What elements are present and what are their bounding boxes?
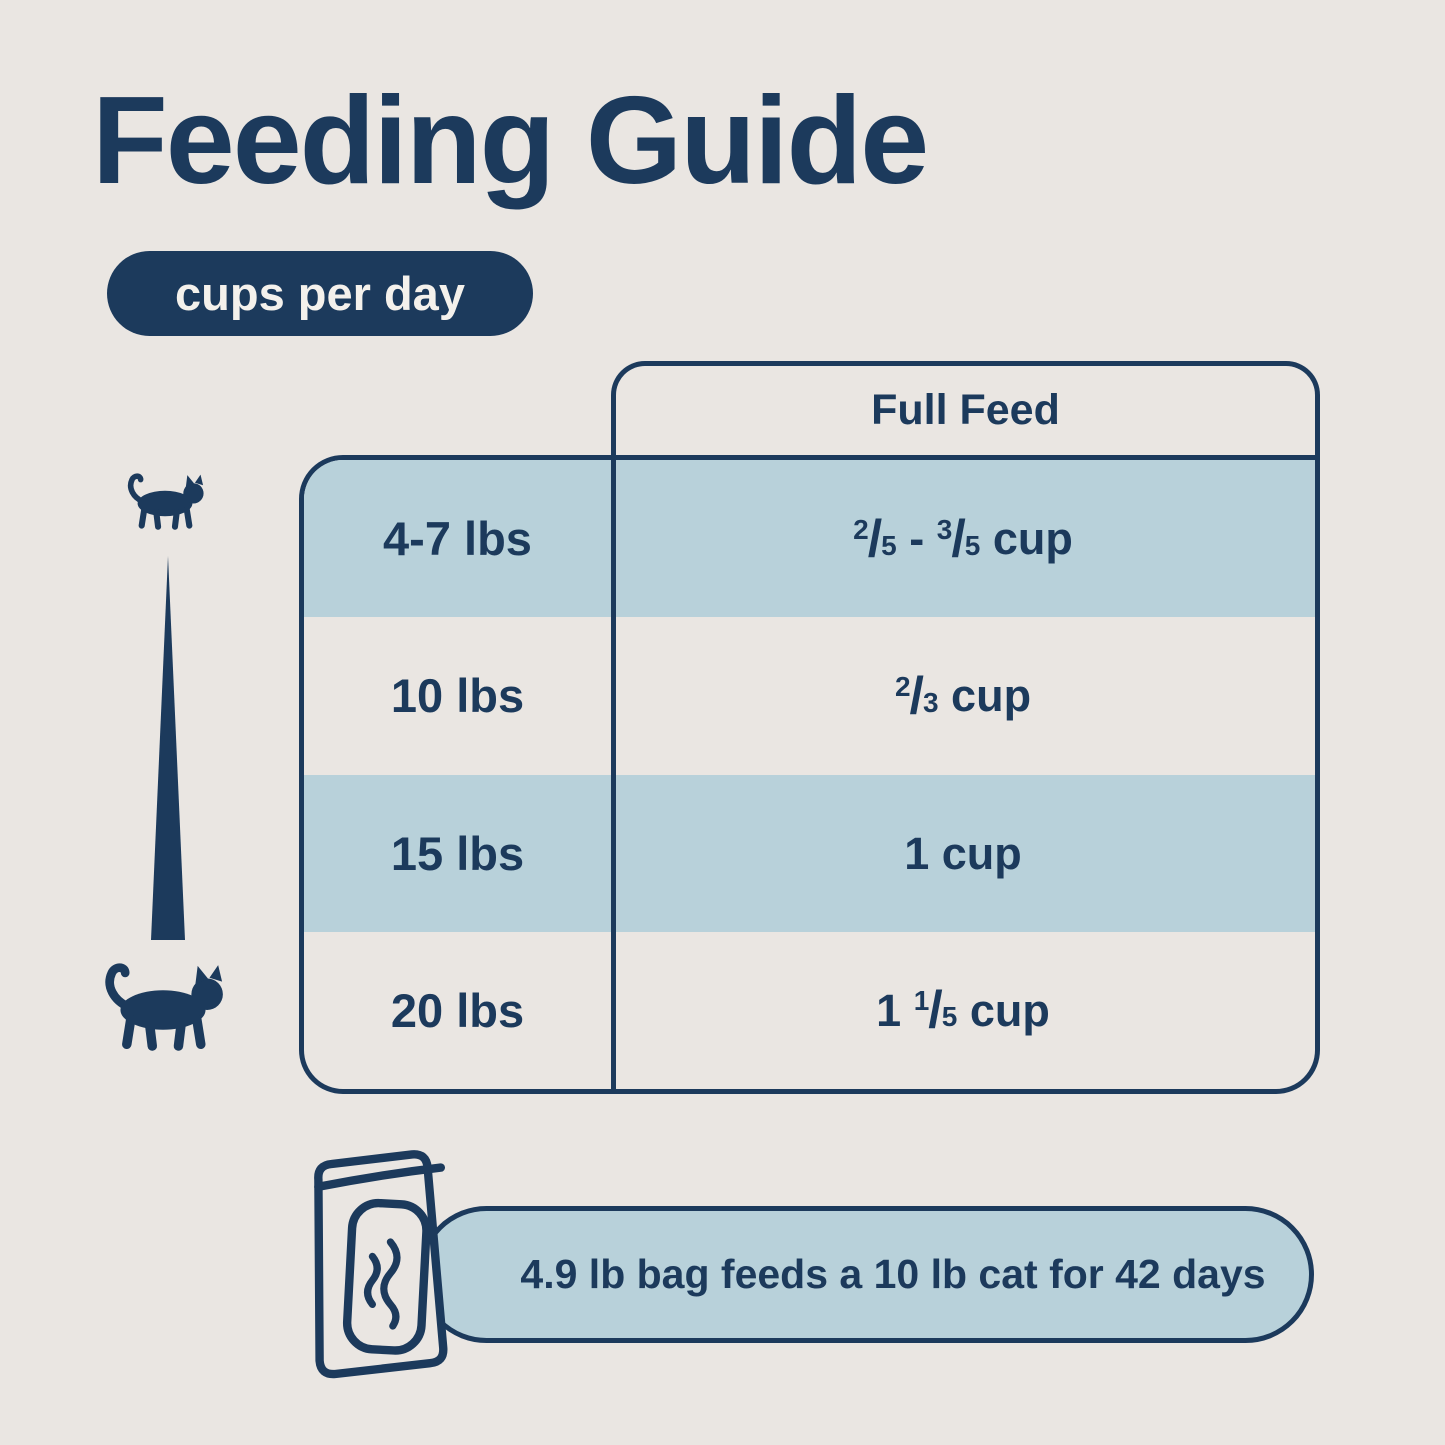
fraction: 2/5 <box>853 509 897 568</box>
large-cat-icon <box>105 963 223 1051</box>
table-row: 15 lbs 1 cup <box>304 774 1315 932</box>
weight-cell: 15 lbs <box>390 826 525 880</box>
column-divider <box>611 460 616 1089</box>
amount-cell: 1 1/5 cup <box>876 981 1050 1040</box>
weight-cell: 4-7 lbs <box>383 512 532 566</box>
food-bag-icon <box>314 1150 448 1379</box>
full-feed-column-header-label: Full Feed <box>871 386 1060 434</box>
small-cat-icon <box>127 473 204 530</box>
amount-cell: 2/5 - 3/5 cup <box>853 509 1073 568</box>
table-row: 10 lbs 2/3 cup <box>304 617 1315 774</box>
fraction: 2/3 <box>894 666 939 725</box>
fraction: 1/5 <box>913 981 958 1040</box>
amount-cell: 1 cup <box>904 827 1022 879</box>
table-row: 4-7 lbs 2/5 - 3/5 cup <box>304 460 1315 618</box>
size-scale-triangle-icon <box>151 556 185 940</box>
bag-yield-note: 4.9 lb bag feeds a 10 lb cat for 42 days <box>418 1206 1314 1343</box>
cups-per-day-badge-label: cups per day <box>175 267 465 320</box>
fraction: 3/5 <box>936 509 981 568</box>
bag-yield-note-label: 4.9 lb bag feeds a 10 lb cat for 42 days <box>520 1251 1266 1297</box>
amount-cell: 2/3 cup <box>894 666 1032 725</box>
weight-cell: 10 lbs <box>390 669 525 723</box>
steam-icon <box>364 1238 401 1330</box>
cups-per-day-badge: cups per day <box>107 251 533 336</box>
weight-cell: 20 lbs <box>390 983 525 1037</box>
page-title: Feeding Guide <box>92 72 929 210</box>
full-feed-column-header: Full Feed <box>611 361 1320 455</box>
feeding-table: 4-7 lbs 2/5 - 3/5 cup 10 lbs 2/3 cup 15 … <box>299 455 1320 1094</box>
table-row: 20 lbs 1 1/5 cup <box>304 932 1315 1089</box>
